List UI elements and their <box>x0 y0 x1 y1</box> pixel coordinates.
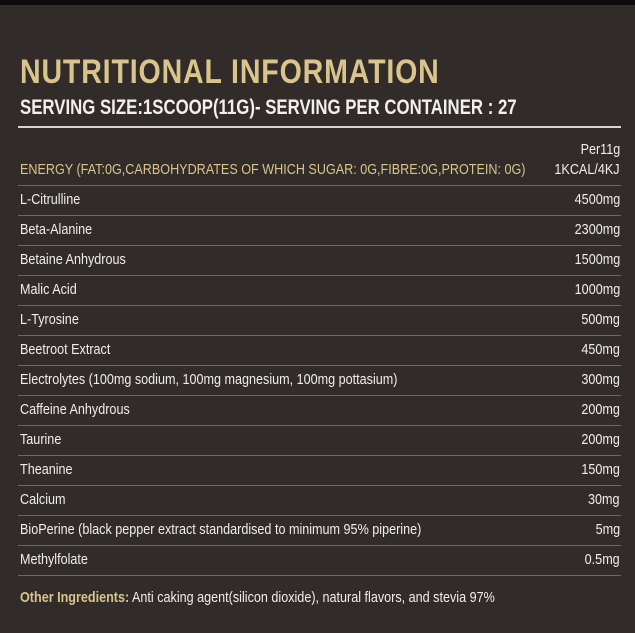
ingredient-amount: 300mg <box>581 371 620 388</box>
ingredient-name: Beta-Alanine <box>20 221 93 238</box>
row-divider <box>18 425 621 426</box>
row-divider <box>18 185 621 186</box>
ingredient-name: Taurine <box>20 431 62 448</box>
ingredient-name: L-Tyrosine <box>20 311 79 328</box>
divider <box>18 126 621 128</box>
footer-label: Other Ingredients: <box>20 589 130 606</box>
row-divider <box>18 545 621 546</box>
column-header: Per11g <box>580 141 620 158</box>
energy-label: ENERGY (FAT:0G,CARBOHYDRATES OF WHICH SU… <box>20 161 526 178</box>
ingredient-name: Malic Acid <box>20 281 77 298</box>
ingredient-amount: 200mg <box>581 431 620 448</box>
row-divider <box>18 215 621 216</box>
subtitle: SERVING SIZE:1SCOOP(11G)- SERVING PER CO… <box>20 96 517 119</box>
ingredient-name: Betaine Anhydrous <box>20 251 126 268</box>
row-divider <box>18 515 621 516</box>
ingredient-amount: 1500mg <box>574 251 620 268</box>
title: NUTRITIONAL INFORMATION <box>20 53 440 91</box>
ingredient-amount: 30mg <box>588 491 620 508</box>
ingredient-amount: 4500mg <box>574 191 620 208</box>
row-divider <box>18 365 621 366</box>
ingredient-amount: 200mg <box>581 401 620 418</box>
ingredient-name: Beetroot Extract <box>20 341 111 358</box>
ingredient-amount: 450mg <box>581 341 620 358</box>
ingredient-amount: 1000mg <box>574 281 620 298</box>
row-divider <box>18 485 621 486</box>
ingredient-amount: 2300mg <box>574 221 620 238</box>
row-divider <box>18 275 621 276</box>
row-divider <box>18 455 621 456</box>
ingredient-name: BioPerine (black pepper extract standard… <box>20 521 422 538</box>
row-divider <box>18 305 621 306</box>
ingredient-amount: 5mg <box>595 521 620 538</box>
ingredient-amount: 0.5mg <box>584 551 620 568</box>
ingredient-amount: 150mg <box>581 461 620 478</box>
footer-text: Anti caking agent(silicon dioxide), natu… <box>132 589 495 606</box>
row-divider <box>18 395 621 396</box>
ingredient-name: Electrolytes (100mg sodium, 100mg magnes… <box>20 371 398 388</box>
ingredient-name: L-Citrulline <box>20 191 81 208</box>
ingredient-name: Calcium <box>20 491 66 508</box>
ingredient-name: Caffeine Anhydrous <box>20 401 130 418</box>
ingredient-name: Theanine <box>20 461 73 478</box>
footer: Other Ingredients: Anti caking agent(sil… <box>20 590 495 605</box>
row-divider <box>18 575 621 576</box>
energy-value: 1KCAL/4KJ <box>554 161 620 178</box>
ingredient-name: Methylfolate <box>20 551 88 568</box>
row-divider <box>18 245 621 246</box>
ingredient-amount: 500mg <box>581 311 620 328</box>
row-divider <box>18 335 621 336</box>
